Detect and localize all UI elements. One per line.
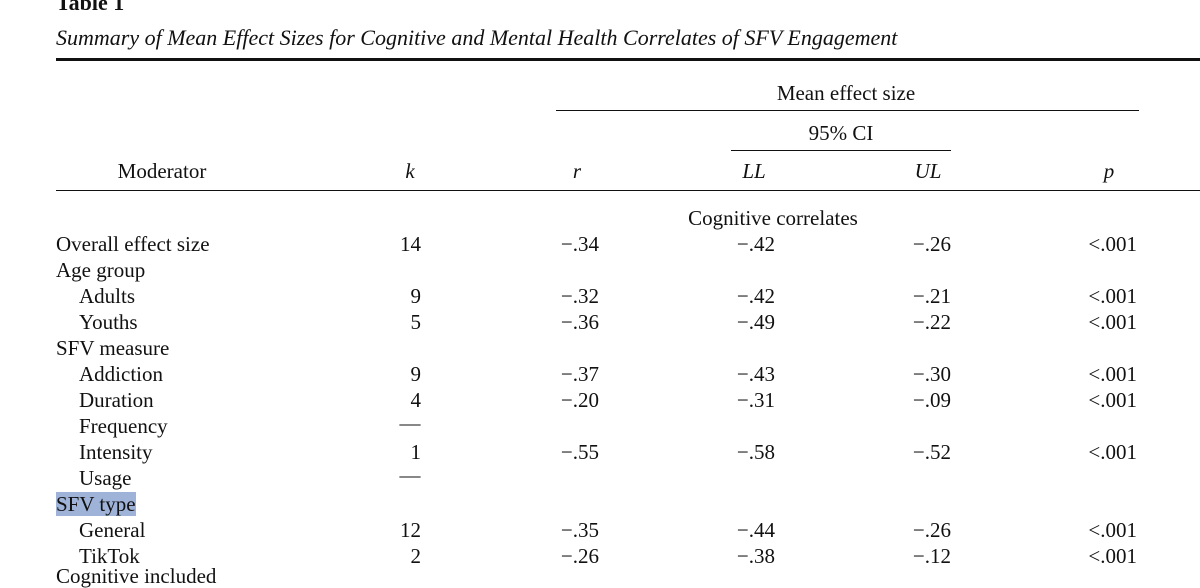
cell-ul: −.12 xyxy=(912,544,951,568)
cell-k: — xyxy=(399,411,421,435)
header-moderator: Moderator xyxy=(117,159,207,183)
cell-p: <.001 xyxy=(1088,544,1137,568)
cell-ll: −.42 xyxy=(736,284,775,308)
row-label: Intensity xyxy=(79,440,153,464)
table-label: Table 1 xyxy=(56,0,125,15)
cell-p: <.001 xyxy=(1088,310,1137,334)
cell-p: <.001 xyxy=(1088,362,1137,386)
cell-ul: −.22 xyxy=(912,310,951,334)
cell-p: <.001 xyxy=(1088,232,1137,256)
row-label-highlighted: SFV type xyxy=(56,492,136,516)
cell-r: −.55 xyxy=(560,440,599,464)
cell-r: −.26 xyxy=(560,544,599,568)
cell-r: −.37 xyxy=(560,362,599,386)
header-ul: UL xyxy=(914,159,942,183)
cell-ll: −.31 xyxy=(736,388,775,412)
top-rule xyxy=(56,58,1200,61)
cell-ll: −.44 xyxy=(736,518,775,542)
cell-k: 5 xyxy=(410,310,422,334)
cell-k: — xyxy=(399,463,421,487)
cell-k: 12 xyxy=(400,518,421,542)
row-label: TikTok xyxy=(79,544,140,568)
cell-k: 9 xyxy=(410,362,422,386)
cell-r: −.34 xyxy=(560,232,599,256)
cell-p: <.001 xyxy=(1088,518,1137,542)
row-label: Frequency xyxy=(79,414,168,438)
cell-p: <.001 xyxy=(1088,388,1137,412)
cell-p: <.001 xyxy=(1088,440,1137,464)
group-rule xyxy=(556,110,1139,111)
header-rule xyxy=(56,190,1200,191)
row-label: Duration xyxy=(79,388,154,412)
row-label: Usage xyxy=(79,466,132,490)
row-label: Addiction xyxy=(79,362,163,386)
row-label: SFV measure xyxy=(56,336,170,360)
header-ll: LL xyxy=(742,159,766,183)
row-label: Cognitive included xyxy=(56,564,217,588)
cell-ll: −.58 xyxy=(736,440,775,464)
cell-ll: −.49 xyxy=(736,310,775,334)
row-label: Adults xyxy=(79,284,136,308)
cell-ul: −.09 xyxy=(912,388,951,412)
table-title: Summary of Mean Effect Sizes for Cogniti… xyxy=(56,25,898,50)
cell-r: −.35 xyxy=(560,518,599,542)
header-k: k xyxy=(405,159,415,183)
row-label: Overall effect size xyxy=(56,232,210,256)
cell-r: −.36 xyxy=(560,310,599,334)
header-mean-effect-size: Mean effect size xyxy=(776,81,916,105)
cell-k: 14 xyxy=(400,232,421,256)
cell-ll: −.42 xyxy=(736,232,775,256)
cell-ll: −.43 xyxy=(736,362,775,386)
row-label: Youths xyxy=(79,310,138,334)
cell-ul: −.26 xyxy=(912,518,951,542)
cell-ll: −.38 xyxy=(736,544,775,568)
ci-rule xyxy=(731,150,951,151)
header-95-ci: 95% CI xyxy=(808,121,874,145)
cell-ul: −.21 xyxy=(912,284,951,308)
section-cognitive-correlates: Cognitive correlates xyxy=(688,206,858,230)
cell-p: <.001 xyxy=(1088,284,1137,308)
cell-k: 9 xyxy=(410,284,422,308)
row-label: General xyxy=(79,518,146,542)
header-p: p xyxy=(1103,159,1115,183)
cell-k: 4 xyxy=(410,388,422,412)
cell-ul: −.52 xyxy=(912,440,951,464)
row-label: Age group xyxy=(56,258,146,282)
cell-ul: −.26 xyxy=(912,232,951,256)
header-r: r xyxy=(572,159,582,183)
cell-k: 2 xyxy=(410,544,422,568)
cell-k: 1 xyxy=(410,440,422,464)
cell-r: −.32 xyxy=(560,284,599,308)
cell-ul: −.30 xyxy=(912,362,951,386)
cell-r: −.20 xyxy=(560,388,599,412)
